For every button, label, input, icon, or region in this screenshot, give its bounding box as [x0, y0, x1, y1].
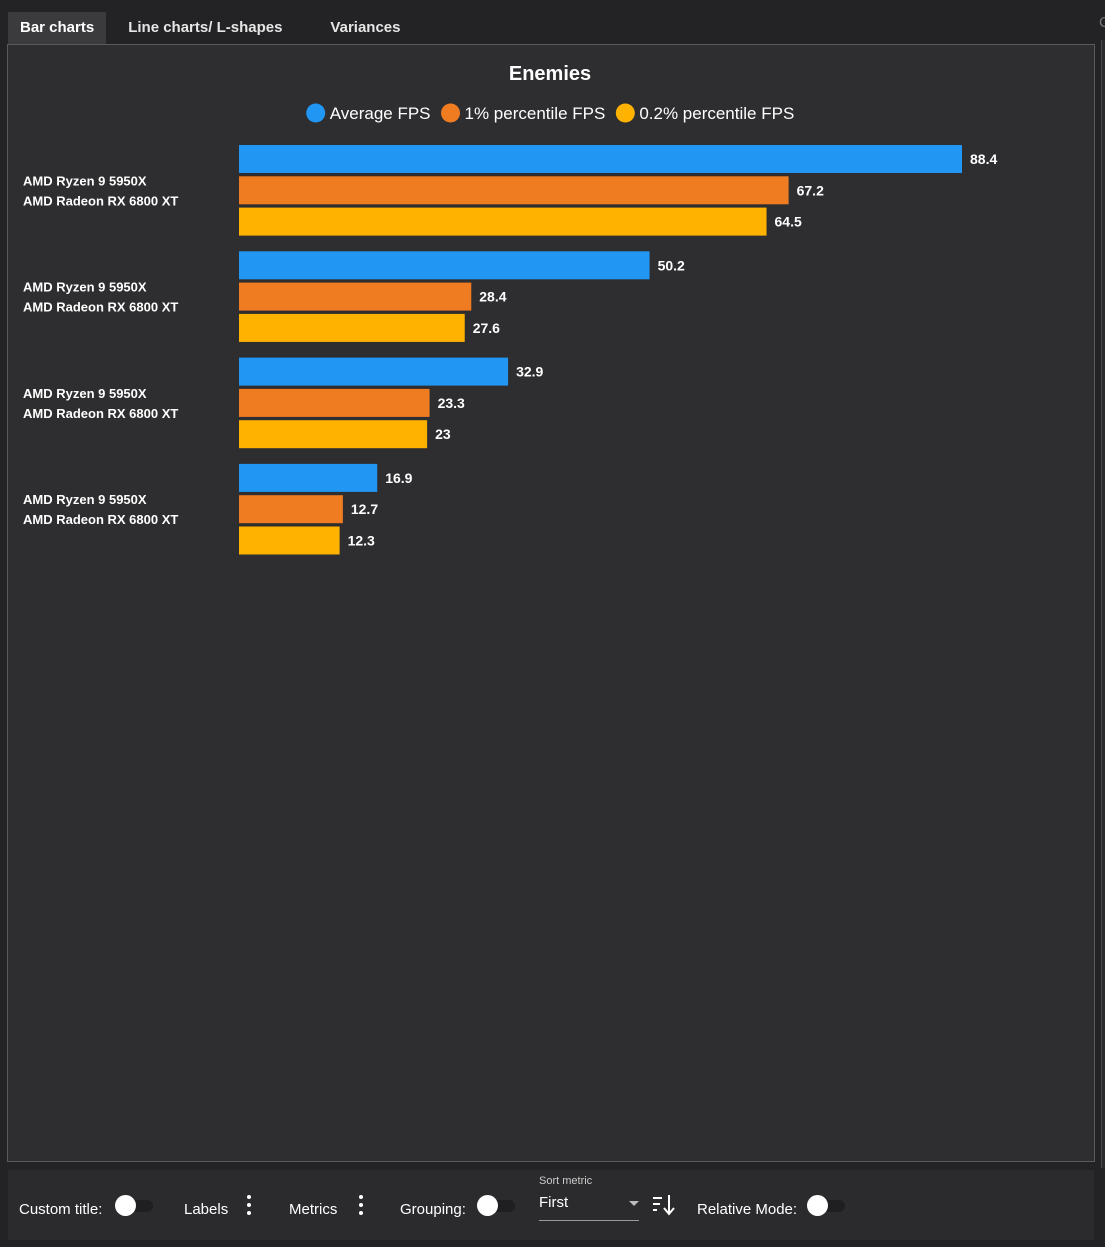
sort-metric-caption: Sort metric [539, 1175, 593, 1187]
legend-label: Average FPS [330, 104, 431, 123]
chart-controls-bar: Custom title: Labels Metrics Grouping: S… [8, 1170, 1094, 1240]
metrics-label: Metrics [289, 1201, 338, 1218]
value-label: 28.4 [479, 289, 506, 305]
relative-mode-toggle[interactable] [807, 1194, 847, 1216]
legend-swatch [615, 103, 635, 123]
bar[interactable] [239, 145, 962, 173]
bar[interactable] [239, 313, 465, 342]
bar[interactable] [239, 357, 509, 386]
legend-swatch [306, 103, 326, 123]
custom-title-toggle[interactable] [115, 1194, 155, 1216]
category-label: AMD Radeon RX 6800 XT [23, 406, 178, 421]
category-label: AMD Ryzen 9 5950X [23, 173, 147, 188]
tab-line-charts[interactable]: Line charts/ L-shapes [128, 19, 283, 36]
value-label: 50.2 [658, 257, 685, 273]
labels-menu-icon[interactable] [244, 1194, 254, 1216]
value-label: 27.6 [473, 320, 500, 336]
sort-metric-value: First [539, 1194, 569, 1211]
bar-chart: Enemies Average FPS 1% percentile FPS 0.2%… [23, 63, 998, 555]
side-scroll-strip[interactable] [1101, 40, 1105, 1168]
grouping-toggle[interactable] [477, 1194, 517, 1216]
chevron-down-icon [629, 1201, 639, 1206]
edge-text: C [1099, 14, 1105, 31]
bar[interactable] [239, 207, 767, 236]
grouping-label: Grouping: [400, 1201, 466, 1218]
bars [239, 145, 962, 555]
value-label: 12.3 [348, 533, 375, 549]
bar[interactable] [239, 420, 428, 449]
value-label: 64.5 [775, 214, 802, 230]
value-label: 12.7 [351, 501, 378, 517]
category-label: AMD Radeon RX 6800 XT [23, 193, 178, 208]
relative-mode-label: Relative Mode: [697, 1201, 798, 1218]
tab-variances[interactable]: Variances [330, 19, 401, 36]
sort-metric-select[interactable]: First [539, 1194, 639, 1221]
legend-swatch [441, 103, 461, 123]
category-label: AMD Ryzen 9 5950X [23, 492, 147, 507]
value-label: 67.2 [797, 182, 824, 198]
value-labels: 88.4 67.2 64.5 50.2 28.4 27.6 32.9 23.3 23 16.9 12… [348, 151, 998, 549]
chart-legend: Average FPS 1% percentile FPS 0.2% percent… [306, 103, 794, 124]
value-label: 88.4 [970, 151, 997, 167]
metrics-menu-icon[interactable] [356, 1194, 366, 1216]
category-labels: AMD Ryzen 9 5950X AMD Radeon RX 6800 XT AM… [23, 173, 178, 527]
value-label: 23.3 [438, 395, 465, 411]
tab-bar: Bar charts Line charts/ L-shapes Varianc… [8, 12, 400, 44]
category-label: AMD Radeon RX 6800 XT [23, 512, 178, 527]
value-label: 32.9 [516, 364, 543, 380]
legend-item[interactable]: Average FPS [306, 103, 431, 124]
tab-bar-charts[interactable]: Bar charts [8, 12, 107, 44]
legend-item[interactable]: 1% percentile FPS [441, 103, 606, 124]
bar[interactable] [239, 176, 789, 205]
sort-order-icon[interactable] [651, 1192, 677, 1218]
bar[interactable] [239, 282, 472, 311]
chart-title: Enemies [509, 63, 591, 85]
legend-label: 0.2% percentile FPS [639, 104, 794, 123]
category-label: AMD Ryzen 9 5950X [23, 386, 147, 401]
bar[interactable] [239, 251, 650, 280]
legend-label: 1% percentile FPS [465, 104, 606, 123]
value-label: 16.9 [385, 470, 412, 486]
category-label: AMD Ryzen 9 5950X [23, 280, 147, 295]
legend-item[interactable]: 0.2% percentile FPS [615, 103, 794, 124]
bar[interactable] [239, 526, 340, 555]
bar[interactable] [239, 463, 378, 492]
bar[interactable] [239, 495, 343, 524]
category-label: AMD Radeon RX 6800 XT [23, 300, 178, 315]
bar[interactable] [239, 388, 430, 417]
labels-label: Labels [184, 1201, 229, 1218]
custom-title-label: Custom title: [19, 1201, 103, 1218]
value-label: 23 [435, 426, 451, 442]
